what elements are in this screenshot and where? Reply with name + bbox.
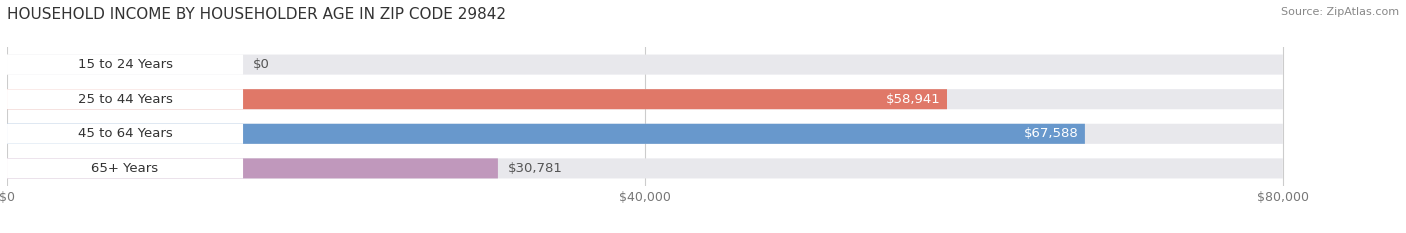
Text: 15 to 24 Years: 15 to 24 Years xyxy=(77,58,173,71)
Text: $67,588: $67,588 xyxy=(1024,127,1078,140)
Text: $0: $0 xyxy=(253,58,270,71)
Text: 65+ Years: 65+ Years xyxy=(91,162,159,175)
FancyBboxPatch shape xyxy=(7,124,243,144)
FancyBboxPatch shape xyxy=(7,55,1282,75)
FancyBboxPatch shape xyxy=(7,89,948,109)
Text: 45 to 64 Years: 45 to 64 Years xyxy=(77,127,173,140)
FancyBboxPatch shape xyxy=(7,89,1282,109)
Text: $30,781: $30,781 xyxy=(508,162,562,175)
Text: $58,941: $58,941 xyxy=(886,93,941,106)
Text: 25 to 44 Years: 25 to 44 Years xyxy=(77,93,173,106)
Text: Source: ZipAtlas.com: Source: ZipAtlas.com xyxy=(1281,7,1399,17)
FancyBboxPatch shape xyxy=(7,158,243,178)
Text: HOUSEHOLD INCOME BY HOUSEHOLDER AGE IN ZIP CODE 29842: HOUSEHOLD INCOME BY HOUSEHOLDER AGE IN Z… xyxy=(7,7,506,22)
FancyBboxPatch shape xyxy=(7,124,1085,144)
FancyBboxPatch shape xyxy=(7,158,1282,178)
FancyBboxPatch shape xyxy=(7,89,243,109)
FancyBboxPatch shape xyxy=(7,158,498,178)
FancyBboxPatch shape xyxy=(7,124,1282,144)
FancyBboxPatch shape xyxy=(7,55,243,75)
